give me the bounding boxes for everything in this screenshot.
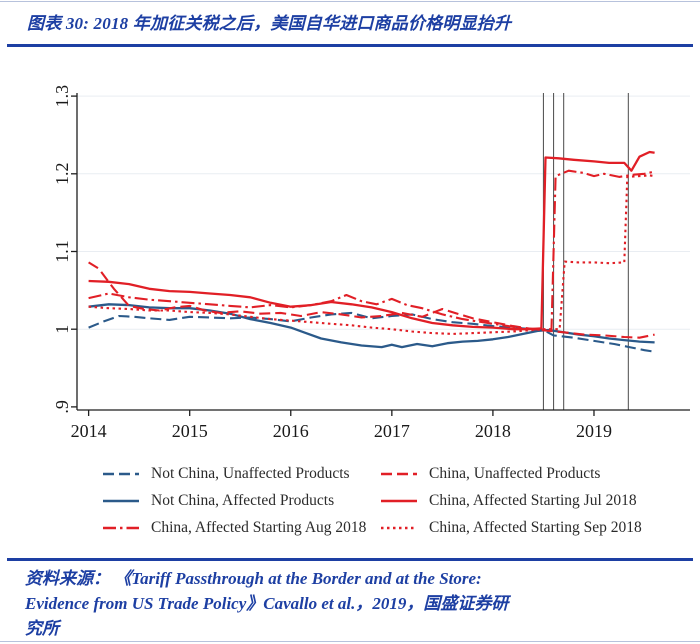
source-line: 资料来源： 《Tariff Passthrough at the Border …	[25, 569, 482, 588]
x-tick-label: 2016	[273, 421, 309, 441]
legend-item: China, Affected Starting Sep 2018	[381, 519, 663, 537]
title-rule	[7, 44, 693, 47]
chart-line-not-china-unaffected-products	[88, 311, 655, 353]
chart-svg: .9 1 1.1 1.2 1.3 2014 2015 2016 2017 2018 2019	[52, 85, 690, 441]
legend-label: China, Affected Starting Aug 2018	[151, 518, 367, 536]
legend-label: Not China, Affected Products	[151, 491, 335, 509]
bottom-divider	[0, 641, 700, 642]
legend-item: China, Affected Starting Aug 2018	[103, 519, 381, 537]
y-tick-label: 1.1	[52, 240, 72, 263]
top-divider	[0, 1, 700, 2]
source-line: Evidence from US Trade Policy》Cavallo et…	[25, 594, 509, 613]
y-tick-label: 1.3	[52, 85, 72, 108]
chart-line-china-affected-starting-sep-2018	[88, 174, 655, 335]
x-tick-label: 2017	[374, 421, 410, 441]
legend-label: China, Affected Starting Jul 2018	[429, 491, 637, 509]
legend-label: China, Unaffected Products	[429, 464, 601, 482]
legend-line-swatch	[103, 499, 139, 502]
x-tick-label: 2015	[172, 421, 208, 441]
figure-title: 图表 30: 2018 年加征关税之后，美国自华进口商品价格明显抬升	[27, 14, 512, 33]
legend-label: Not China, Unaffected Products	[151, 464, 350, 482]
chart-line-china-unaffected-products	[88, 261, 655, 339]
source-line: 究所	[25, 619, 59, 638]
y-tick-label: .9	[52, 400, 72, 414]
legend-line-swatch	[381, 526, 417, 529]
source-note: 资料来源： 《Tariff Passthrough at the Border …	[25, 566, 685, 641]
chart-area: .9 1 1.1 1.2 1.3 2014 2015 2016 2017 2018 2019	[0, 48, 700, 458]
x-tick-label: 2014	[71, 421, 107, 441]
x-tick-label: 2019	[576, 421, 612, 441]
legend-item: China, Affected Starting Jul 2018	[381, 492, 663, 510]
y-tick-label: 1	[52, 325, 72, 334]
legend-item: Not China, Affected Products	[103, 492, 381, 510]
x-tick-label: 2018	[475, 421, 511, 441]
chart-line-china-affected-starting-aug-2018	[88, 169, 655, 331]
legend-item: Not China, Unaffected Products	[103, 465, 381, 483]
legend-line-swatch	[381, 499, 417, 502]
chart-legend: Not China, Unaffected Products China, Un…	[103, 460, 663, 541]
footer-rule	[7, 558, 693, 561]
legend-label: China, Affected Starting Sep 2018	[429, 518, 642, 536]
legend-line-swatch	[103, 526, 139, 529]
legend-item: China, Unaffected Products	[381, 465, 663, 483]
y-tick-label: 1.2	[52, 163, 72, 186]
chart-line-china-affected-starting-jul-2018	[88, 150, 655, 331]
legend-line-swatch	[103, 472, 139, 475]
legend-line-swatch	[381, 472, 417, 475]
